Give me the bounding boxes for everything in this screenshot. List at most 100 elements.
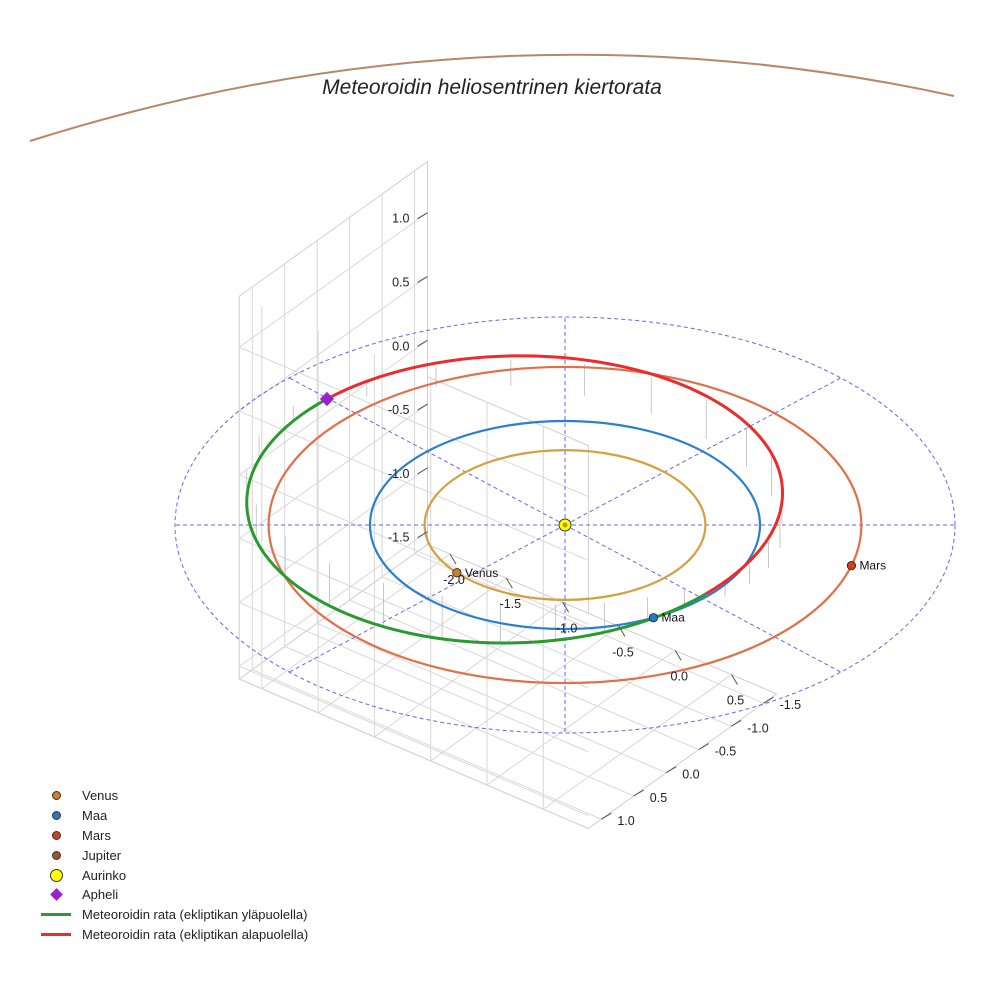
grid-line-z [239, 531, 428, 667]
y-tick-label: 1.0 [617, 814, 634, 828]
legend-item: Mars [38, 826, 308, 846]
grid-line-z [239, 212, 428, 348]
grid-line-y [381, 576, 732, 727]
grid-line-x [430, 625, 620, 762]
x-tick-label: -0.5 [612, 645, 634, 659]
legend-item: Apheli [38, 885, 308, 905]
y-tick-mark [730, 719, 742, 727]
z-tick-label: 1.0 [392, 212, 409, 226]
grid-line-y [252, 669, 602, 820]
grid-line-z [239, 339, 428, 476]
x-tick-mark [618, 626, 626, 637]
grid-line-x [261, 553, 451, 690]
y-tick-mark [665, 766, 677, 774]
grid-lines [239, 170, 764, 820]
z-tick-mark [417, 403, 428, 411]
planet-marker-mars [846, 561, 857, 571]
meteoroid-orbit-above [245, 397, 707, 645]
y-tick-label: -1.5 [780, 698, 802, 712]
y-tick-mark [633, 789, 645, 797]
legend: Venus Maa Mars Jupiter Aurinko Apheli Meteoroi… [38, 786, 308, 944]
floor-pane [238, 543, 778, 829]
chart-title: Meteoroidin heliosentrinen kiertorata [322, 76, 662, 99]
orbits [245, 354, 863, 685]
legend-label: Jupiter [82, 847, 122, 863]
x-tick-mark [505, 577, 513, 589]
x-tick-mark [674, 650, 682, 661]
x-tick-label: -1.5 [500, 597, 522, 611]
aphelion-marker [319, 391, 335, 407]
y-tick-label: -1.0 [747, 721, 769, 735]
y-tick-label: 0.0 [682, 768, 699, 782]
legend-label: Aurinko [82, 867, 127, 883]
z-tick-label: -1.0 [388, 467, 410, 481]
z-tick-mark [417, 531, 428, 539]
planet-label-mars: Mars [859, 559, 886, 573]
x-tick-mark [562, 602, 570, 613]
z-tick-mark [417, 467, 428, 475]
z-drop-lines [246, 359, 783, 644]
jupiter-orbit-arc [29, 53, 955, 142]
orbit-venus [423, 449, 707, 601]
grid-line-x [374, 601, 563, 738]
legend-label: Meteoroidin rata (ekliptikan alapuolella… [82, 926, 309, 942]
y-tick-label: 0.5 [650, 791, 667, 805]
grid-line-z [239, 403, 428, 540]
z-tick-label: 0.5 [392, 275, 409, 289]
y-tick-mark [601, 812, 612, 820]
legend-label: Venus [82, 788, 119, 804]
grid-line-y [284, 646, 634, 797]
legend-item: Maa [38, 806, 308, 826]
x-tick-label: 0.5 [727, 694, 744, 708]
grid-line-z [239, 474, 589, 625]
planet-marker-venus [452, 568, 462, 578]
grid-line-z [239, 467, 428, 603]
legend-symbol [38, 933, 74, 936]
grid-line-y [349, 599, 699, 750]
grid-line-y [316, 622, 667, 774]
axis-ticks: -2.0 -1.5 -1.0 -0.5 0.0 0.5 -1.5 -1.0 -0.5 0.0 0.5… [388, 212, 801, 828]
grid-line-x [317, 577, 507, 714]
z-tick-mark [417, 339, 428, 347]
legend-symbol [38, 868, 74, 882]
x-tick-label: -2.0 [443, 573, 465, 587]
z-tick-label: -0.5 [388, 403, 410, 417]
z-tick-label: 0.0 [392, 339, 409, 353]
planet-label-maa: Maa [661, 611, 685, 625]
y-tick-label: -0.5 [715, 745, 737, 759]
z-tick-label: -1.5 [388, 531, 410, 545]
legend-item: Meteoroidin rata (ekliptikan alapuolella… [38, 925, 308, 945]
y-tick-mark [763, 696, 774, 704]
z-tick-mark [417, 276, 428, 283]
legend-symbol [38, 913, 74, 916]
axes-panes [238, 160, 778, 830]
x-tick-label: 0.0 [671, 669, 688, 683]
grid-line-z [239, 665, 589, 817]
legend-item: Venus [38, 786, 308, 806]
legend-label: Meteoroidin rata (ekliptikan yläpuolella… [82, 907, 308, 923]
legend-symbol [38, 830, 74, 840]
planet-label-venus: Venus [465, 566, 498, 580]
legend-symbol [38, 850, 74, 860]
legend-symbol [38, 811, 74, 821]
grid-line-z [239, 410, 589, 561]
grid-line-z [239, 346, 589, 498]
orbit-maa [368, 419, 762, 631]
sun-core [562, 522, 568, 528]
grid-line-x [486, 650, 676, 786]
grid-line-x [543, 674, 732, 810]
x-tick-mark [449, 553, 457, 565]
ecliptic-ring [174, 316, 956, 734]
markers: Venus Maa Mars [319, 391, 886, 625]
legend-symbol [38, 888, 74, 902]
grid-line-z [239, 601, 589, 753]
legend-label: Apheli [82, 887, 119, 903]
x-tick-label: -1.0 [556, 621, 578, 635]
x-tick-mark [731, 674, 738, 685]
orbit-mars [267, 365, 863, 685]
z-tick-mark [417, 212, 428, 220]
legend-item: Jupiter [38, 845, 308, 865]
legend-item: Aurinko [38, 865, 308, 885]
planet-marker-maa [648, 613, 659, 623]
